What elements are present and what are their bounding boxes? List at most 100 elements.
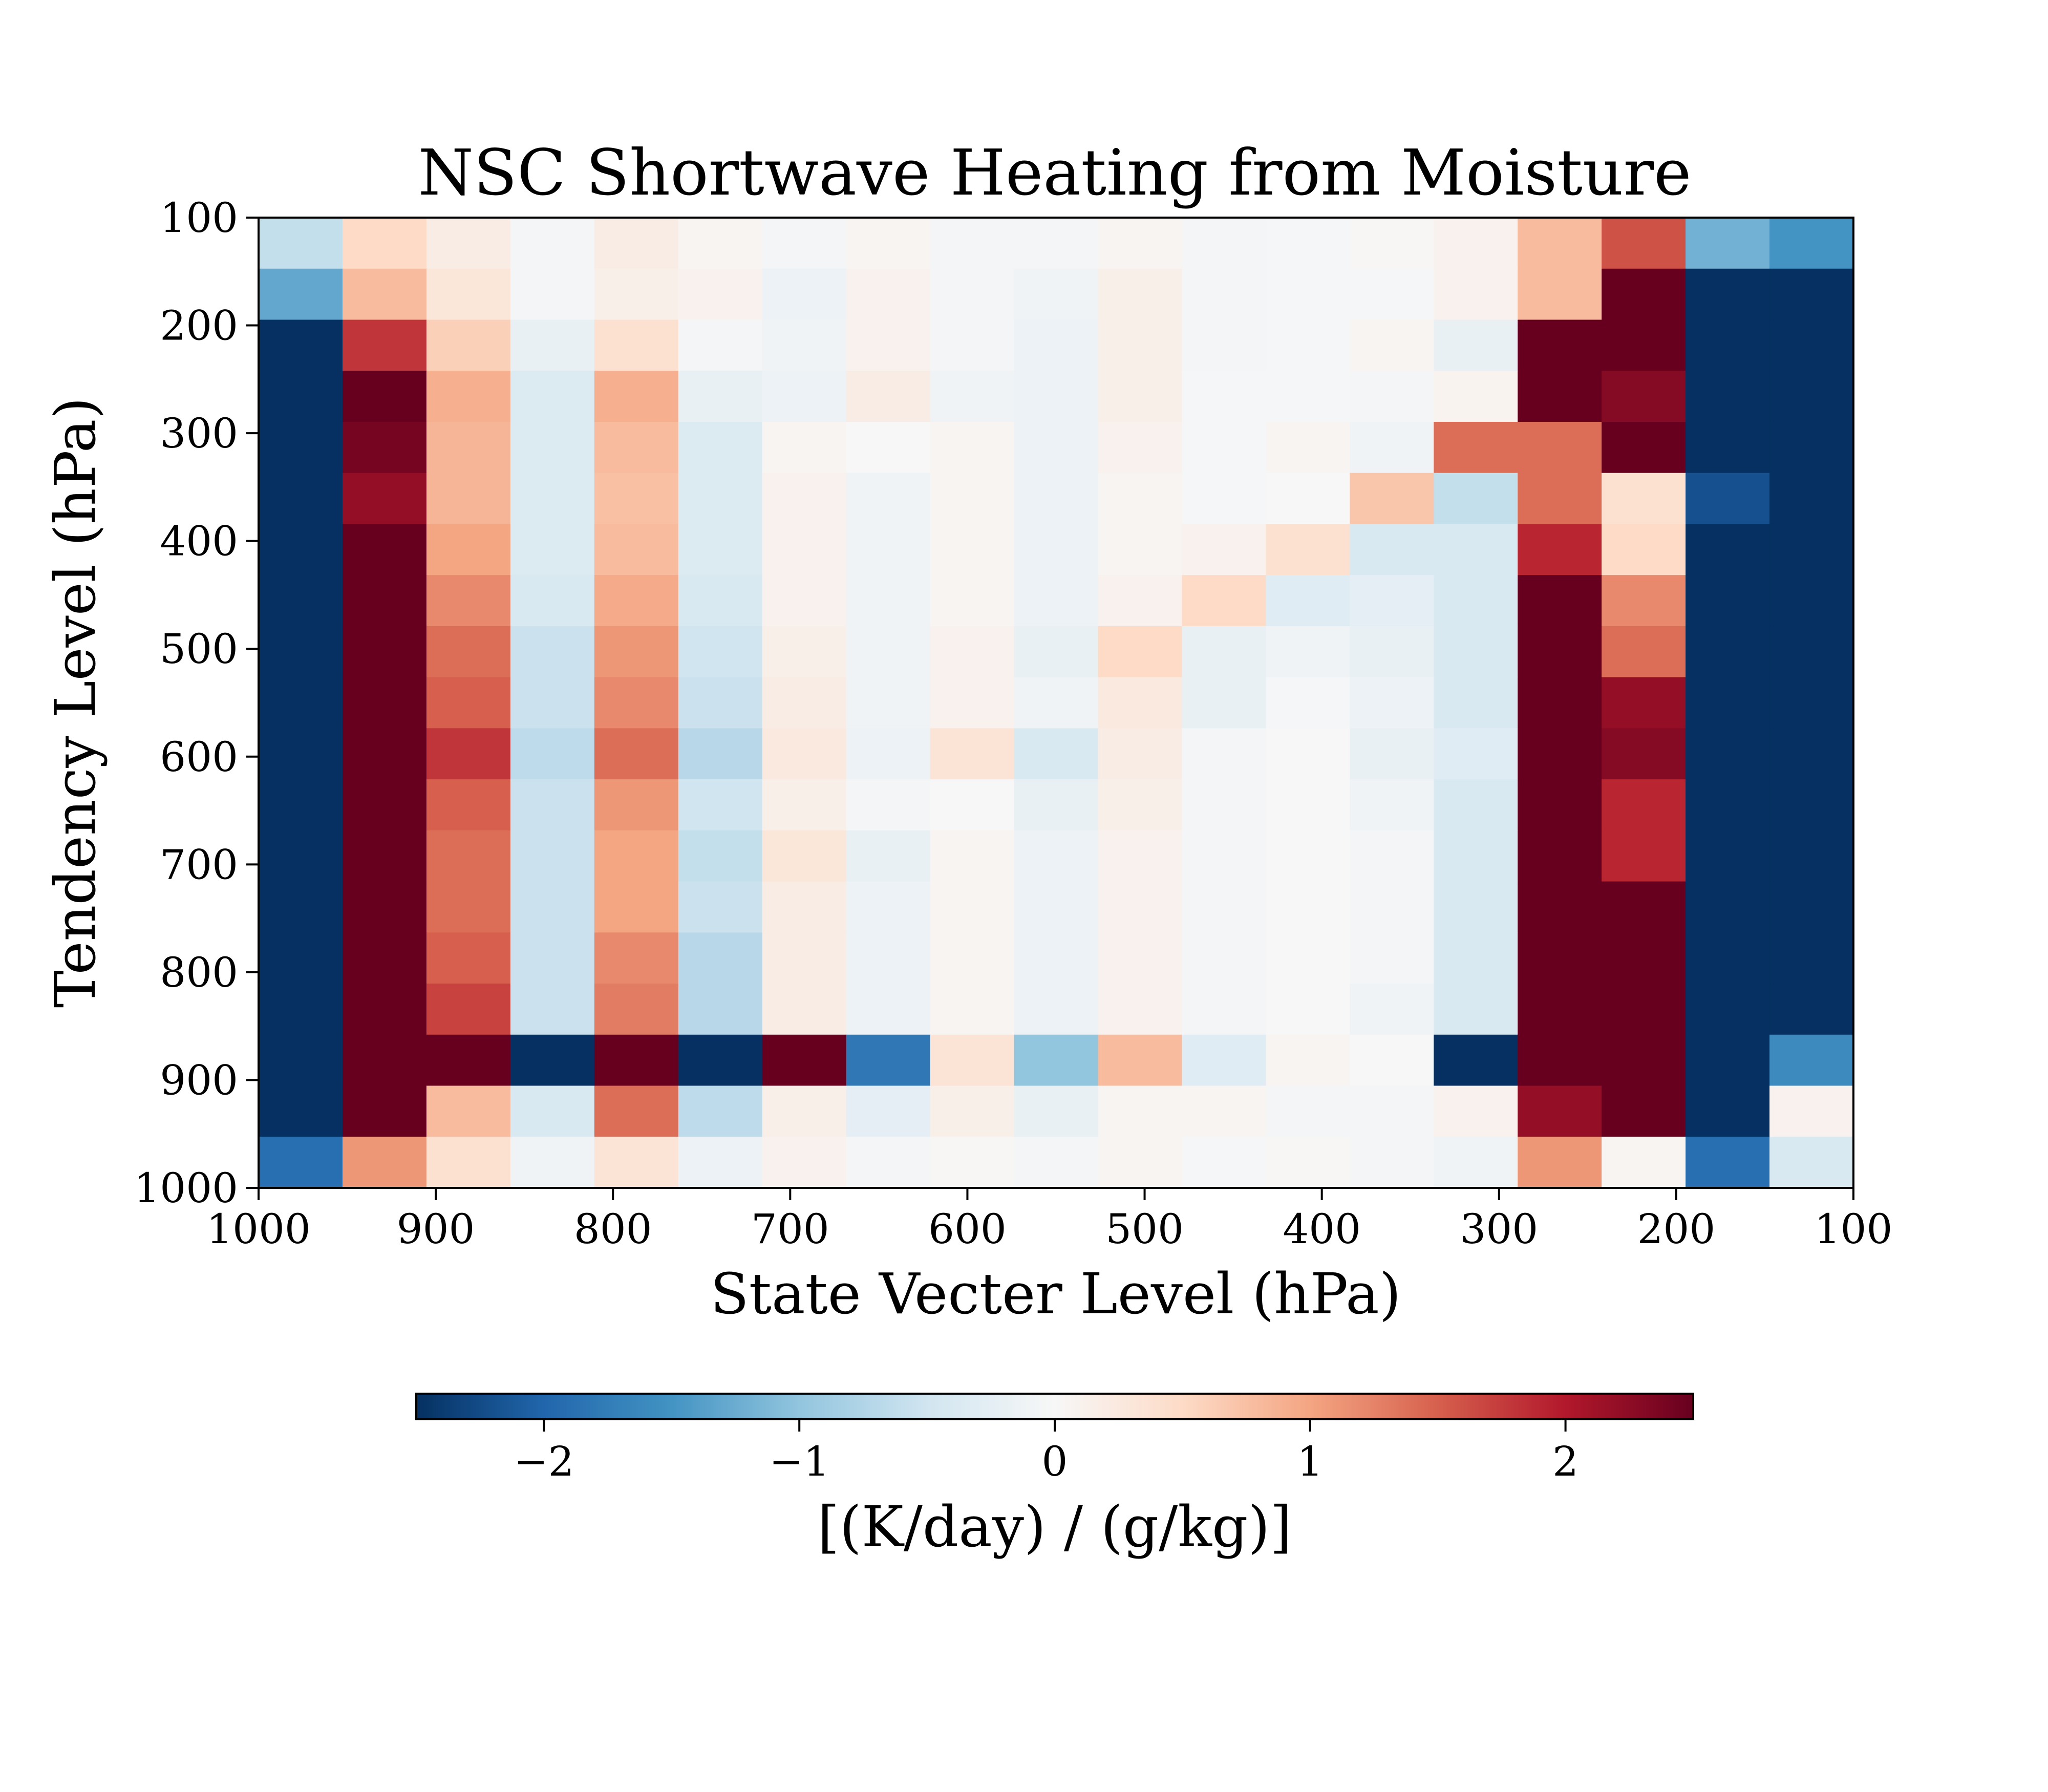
heatmap-cell: [762, 473, 847, 525]
heatmap-cell: [930, 881, 1015, 933]
heatmap-cell: [426, 984, 511, 1035]
heatmap-cell: [594, 524, 679, 575]
heatmap-cell: [259, 984, 343, 1035]
heatmap-cell: [510, 626, 595, 678]
heatmap-cell: [1686, 984, 1770, 1035]
heatmap-cell: [762, 984, 847, 1035]
heatmap-cell: [1182, 984, 1267, 1035]
heatmap-cell: [594, 371, 679, 422]
heatmap-cell: [1098, 524, 1183, 575]
heatmap-cell: [846, 677, 931, 729]
heatmap-cell: [1014, 626, 1099, 678]
heatmap-cell: [1098, 218, 1183, 269]
heatmap-cell: [1098, 984, 1183, 1035]
x-tick-label: 600: [928, 1205, 1007, 1253]
y-axis-label: Tendency Level (hPa): [42, 397, 108, 1008]
heatmap-cell: [930, 728, 1015, 780]
heatmap-cell: [846, 421, 931, 474]
heatmap-cell: [1182, 268, 1267, 321]
heatmap-cell: [342, 524, 427, 575]
heatmap-cell: [1014, 524, 1099, 575]
heatmap-cell: [342, 1137, 427, 1188]
heatmap-cell: [426, 371, 511, 422]
heatmap-cell: [1769, 626, 1854, 678]
heatmap-cell: [1686, 218, 1770, 269]
heatmap-cell: [1014, 830, 1099, 882]
heatmap-cell: [1434, 984, 1519, 1035]
heatmap-cell: [1014, 218, 1099, 269]
heatmap-cell: [1602, 421, 1686, 474]
heatmap-cell: [762, 268, 847, 321]
heatmap-cell: [762, 1137, 847, 1188]
heatmap-cell: [1686, 421, 1770, 474]
heatmap-cell: [594, 779, 679, 831]
heatmap-cell: [510, 575, 595, 627]
heatmap-cell: [1434, 1137, 1519, 1188]
heatmap-cell: [1182, 677, 1267, 729]
heatmap-cell: [1014, 575, 1099, 627]
heatmap-cell: [426, 218, 511, 269]
heatmap-cell: [1266, 268, 1351, 321]
heatmap-cell: [846, 371, 931, 422]
heatmap-cell: [510, 319, 595, 372]
heatmap-cell: [678, 728, 763, 780]
plot-frame: [258, 217, 1854, 1189]
heatmap-cell: [510, 268, 595, 321]
heatmap-cell: [1686, 1085, 1770, 1138]
heatmap-cell: [426, 473, 511, 525]
colorbar-ticks: −2 −1 0 1 2: [514, 1419, 1578, 1485]
heatmap-cell: [342, 984, 427, 1035]
heatmap-cell: [1434, 626, 1519, 678]
heatmap-cell: [259, 830, 343, 882]
heatmap-cell: [1769, 575, 1854, 627]
heatmap-cell: [1434, 371, 1519, 422]
heatmap-cell: [1098, 319, 1183, 372]
heatmap-cell: [1602, 218, 1686, 269]
heatmap-cell: [1014, 677, 1099, 729]
heatmap-cell: [1602, 830, 1686, 882]
heatmap-cell: [930, 1034, 1015, 1086]
heatmap-cell: [678, 830, 763, 882]
heatmap-cell: [678, 473, 763, 525]
heatmap-cell: [1266, 575, 1351, 627]
heatmap-cell: [678, 779, 763, 831]
heatmap-cell: [342, 371, 427, 422]
heatmap-cell: [594, 1085, 679, 1138]
heatmap-cell: [426, 932, 511, 984]
heatmap-cell: [930, 984, 1015, 1035]
heatmap-cell: [1350, 779, 1435, 831]
heatmap-cell: [846, 575, 931, 627]
heatmap-cell: [1518, 268, 1602, 321]
heatmap-cell: [1686, 1034, 1770, 1086]
heatmap-cell: [1098, 1137, 1183, 1188]
heatmap-cell: [678, 677, 763, 729]
y-tick-label: 400: [160, 518, 238, 565]
x-tick-label: 100: [1815, 1205, 1893, 1253]
heatmap-cell: [1518, 677, 1602, 729]
heatmap-cell: [1350, 575, 1435, 627]
heatmap-cell: [1182, 575, 1267, 627]
heatmap-cell: [1518, 984, 1602, 1035]
heatmap-cell: [762, 371, 847, 422]
heatmap-cell: [1518, 1034, 1602, 1086]
y-tick-label: 300: [160, 410, 238, 457]
heatmap-cell: [342, 1085, 427, 1138]
heatmap-cell: [1266, 1137, 1351, 1188]
y-tick-label: 900: [160, 1056, 238, 1104]
heatmap-cell: [762, 575, 847, 627]
heatmap-cell: [1602, 371, 1686, 422]
heatmap-cell: [510, 830, 595, 882]
heatmap-cell: [1350, 626, 1435, 678]
heatmap-cell: [1098, 268, 1183, 321]
heatmap-cell: [1686, 932, 1770, 984]
heatmap-cell: [762, 779, 847, 831]
heatmap-cell: [1769, 881, 1854, 933]
heatmap-cell: [1769, 984, 1854, 1035]
heatmap-cell: [1518, 319, 1602, 372]
heatmap-cell: [594, 626, 679, 678]
heatmap-cell: [510, 421, 595, 474]
heatmap-cell: [594, 881, 679, 933]
heatmap-cell: [426, 677, 511, 729]
heatmap-cell: [1602, 984, 1686, 1035]
heatmap-cell: [762, 319, 847, 372]
